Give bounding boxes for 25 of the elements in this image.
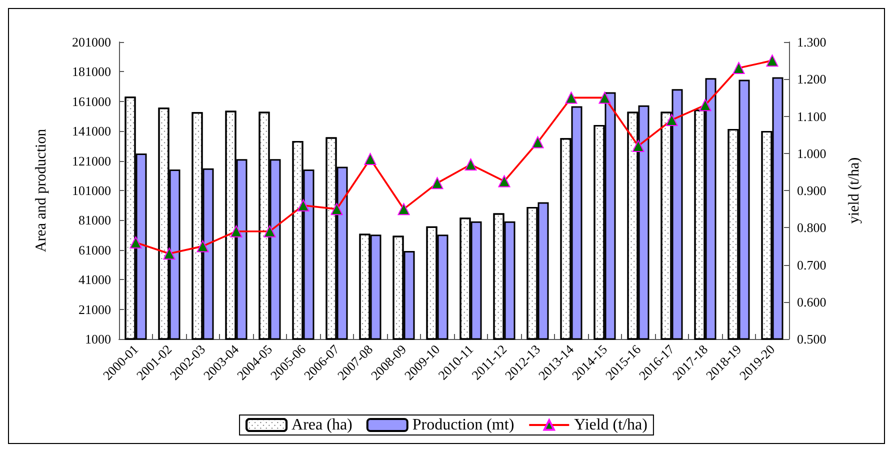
y-tick-label: 41000 [78, 272, 111, 288]
y2-tick-label: 1.000 [797, 146, 826, 161]
legend-label: Production (mt) [412, 416, 514, 434]
legend-label: Area (ha) [292, 416, 352, 434]
y-tick-label: 201000 [72, 34, 111, 50]
y-tick-label: 121000 [72, 153, 111, 168]
y-tick-label: 61000 [78, 242, 111, 258]
y2-axis-title: yield (t/ha) [846, 157, 862, 224]
y2-tick-label: 0.700 [797, 257, 826, 272]
y-tick-label: 21000 [78, 302, 111, 317]
y2-tick-label: 1.200 [797, 72, 826, 87]
y2-tick-label: 0.900 [797, 183, 826, 198]
y2-tick-label: 0.800 [797, 220, 826, 236]
y-tick-label: 181000 [72, 64, 111, 80]
y-axis-title: Area and production [34, 128, 50, 252]
y-tick-label: 1000 [85, 332, 111, 346]
y2-tick-label: 1.100 [797, 108, 826, 124]
y-tick-label: 161000 [72, 94, 111, 109]
y2-tick-label: 0.500 [797, 332, 826, 346]
y2-tick-label: 1.300 [797, 34, 826, 50]
y-tick-label: 81000 [78, 212, 111, 228]
y-tick-label: 101000 [72, 183, 111, 198]
y2-tick-label: 0.600 [797, 294, 826, 310]
legend-label: Yield (t/ha) [574, 416, 648, 434]
y-tick-label: 141000 [72, 124, 111, 139]
